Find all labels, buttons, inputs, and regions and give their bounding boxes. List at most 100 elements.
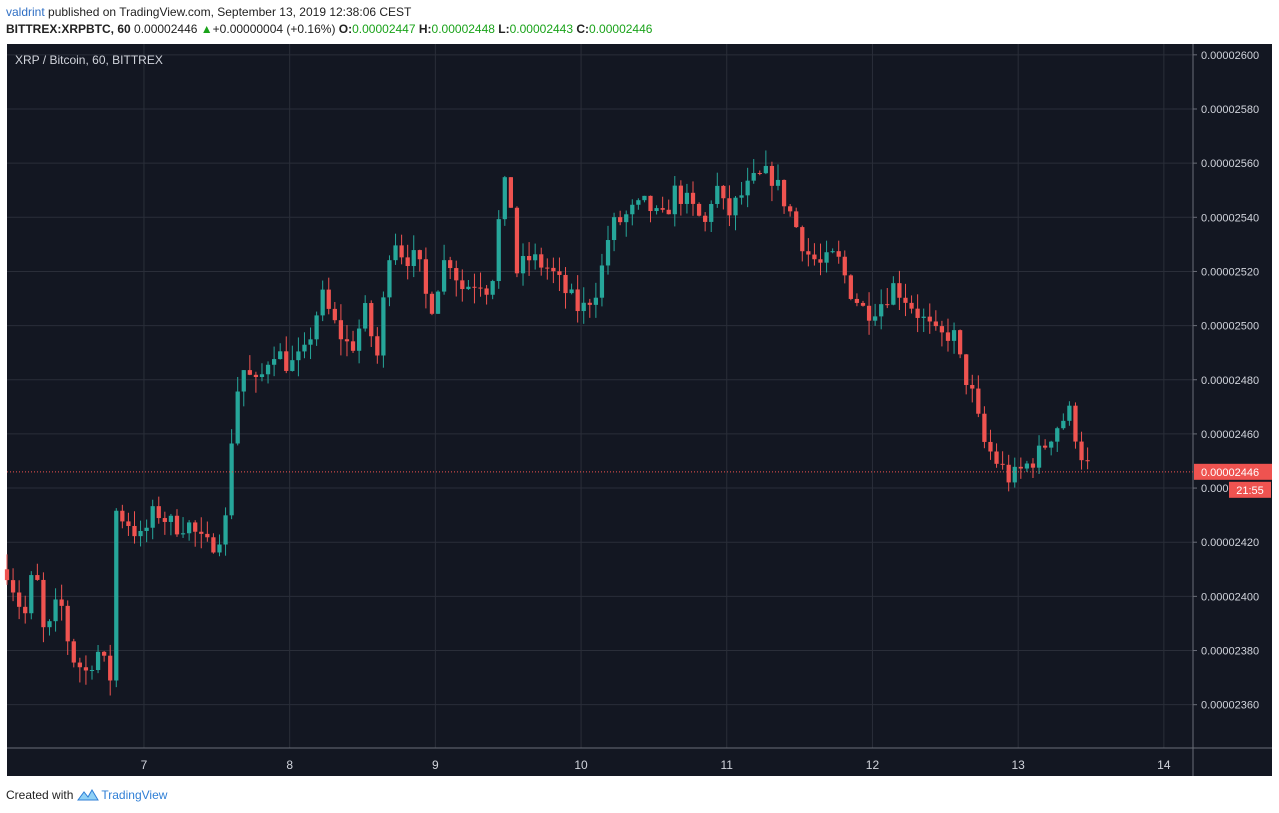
candle-body bbox=[539, 254, 544, 268]
candle-body bbox=[429, 293, 435, 314]
candle-body bbox=[387, 260, 392, 298]
candle-body bbox=[739, 195, 744, 198]
candle-body bbox=[338, 320, 344, 340]
candle-body bbox=[326, 289, 331, 309]
current-price-box bbox=[1194, 463, 1272, 480]
candle-body bbox=[496, 219, 501, 282]
candle-body bbox=[411, 250, 416, 267]
candle-body bbox=[211, 537, 216, 553]
candle-body bbox=[921, 316, 926, 318]
candle-body bbox=[144, 527, 149, 531]
price-tick-label: 0.00002420 bbox=[1201, 537, 1259, 549]
candle-body bbox=[381, 297, 386, 356]
candle-body bbox=[77, 662, 82, 668]
candle-body bbox=[933, 321, 938, 327]
candle-body bbox=[1018, 466, 1023, 469]
candle-body bbox=[800, 227, 805, 252]
candle-body bbox=[666, 209, 671, 215]
candle-body bbox=[344, 339, 350, 342]
candle-body bbox=[484, 288, 489, 295]
price-tick-label: 0.00002600 bbox=[1201, 50, 1259, 62]
candle-body bbox=[526, 255, 532, 261]
candle-body bbox=[1073, 405, 1078, 442]
candle-body bbox=[970, 384, 975, 389]
time-tick-label: 8 bbox=[286, 758, 293, 772]
candle-body bbox=[278, 351, 283, 360]
candle-body bbox=[879, 304, 884, 317]
candle-body bbox=[417, 250, 422, 260]
candle-body bbox=[490, 281, 495, 295]
candle-body bbox=[271, 359, 277, 365]
candle-body bbox=[35, 575, 40, 580]
candle-body bbox=[1049, 441, 1054, 448]
price-tick-label: 0.00002540 bbox=[1201, 212, 1259, 224]
candle-body bbox=[83, 667, 89, 671]
candle-body bbox=[423, 259, 429, 294]
candle-body bbox=[672, 185, 677, 215]
candle-body bbox=[435, 291, 441, 314]
candle-body bbox=[53, 599, 58, 622]
candle-body bbox=[174, 515, 180, 535]
candle-body bbox=[308, 339, 313, 345]
candle-body bbox=[314, 315, 319, 340]
candle-body bbox=[781, 179, 787, 207]
candle-body bbox=[611, 217, 617, 241]
publish-info: valdrint published on TradingView.com, S… bbox=[6, 5, 411, 19]
candle-body bbox=[454, 268, 459, 281]
candle-body bbox=[47, 621, 52, 628]
candle-body bbox=[715, 185, 720, 204]
candle-body bbox=[235, 391, 240, 444]
candle-body bbox=[581, 302, 586, 312]
low-label: L: bbox=[498, 22, 510, 36]
candle-body bbox=[690, 192, 696, 204]
candle-body bbox=[891, 283, 896, 305]
candle-body bbox=[1036, 445, 1042, 468]
candle-body bbox=[957, 330, 963, 355]
candle-body bbox=[520, 255, 526, 274]
footer: Created with TradingView bbox=[6, 788, 167, 802]
author-link[interactable]: valdrint bbox=[6, 5, 45, 19]
candle-body bbox=[660, 208, 665, 210]
time-tick-label: 11 bbox=[721, 758, 734, 772]
candle-body bbox=[253, 374, 259, 377]
candle-body bbox=[885, 304, 890, 306]
tradingview-brand-link[interactable]: TradingView bbox=[101, 788, 168, 802]
candle-body bbox=[897, 283, 902, 298]
candle-body bbox=[745, 180, 750, 196]
published-text: published on TradingView.com, September … bbox=[48, 5, 412, 19]
candle-body bbox=[733, 197, 738, 216]
chart-title: XRP / Bitcoin, 60, BITTREX bbox=[15, 53, 163, 67]
open-value: 0.00002447 bbox=[352, 22, 416, 36]
candle-body bbox=[964, 354, 969, 385]
countdown-label: 21:55 bbox=[1236, 485, 1264, 497]
candle-body bbox=[290, 360, 295, 371]
countdown-box bbox=[1229, 481, 1271, 498]
candle-body bbox=[915, 308, 920, 318]
candle-body bbox=[939, 326, 945, 333]
candle-body bbox=[636, 200, 641, 205]
candle-body bbox=[684, 192, 690, 204]
candle-body bbox=[156, 506, 161, 519]
candle-body bbox=[575, 289, 580, 312]
candle-body bbox=[587, 302, 592, 305]
candle-body bbox=[1085, 460, 1090, 462]
candle-body bbox=[709, 203, 714, 222]
candle-body bbox=[284, 351, 289, 371]
candle-body bbox=[10, 580, 16, 593]
candle-body bbox=[241, 370, 246, 392]
candle-body bbox=[854, 298, 860, 303]
time-tick-label: 14 bbox=[1157, 758, 1171, 772]
candle-body bbox=[1024, 463, 1030, 469]
candle-body bbox=[551, 267, 556, 272]
candle-body bbox=[824, 252, 829, 263]
price-tick-label: 0.00002520 bbox=[1201, 266, 1259, 278]
candle-body bbox=[994, 451, 999, 464]
candle-body bbox=[472, 286, 477, 288]
candle-body bbox=[1067, 405, 1072, 421]
candle-body bbox=[842, 256, 847, 276]
chart-background bbox=[7, 44, 1272, 776]
candle-body bbox=[102, 651, 107, 656]
created-with-text: Created with bbox=[6, 788, 74, 802]
candle-body bbox=[162, 518, 167, 522]
